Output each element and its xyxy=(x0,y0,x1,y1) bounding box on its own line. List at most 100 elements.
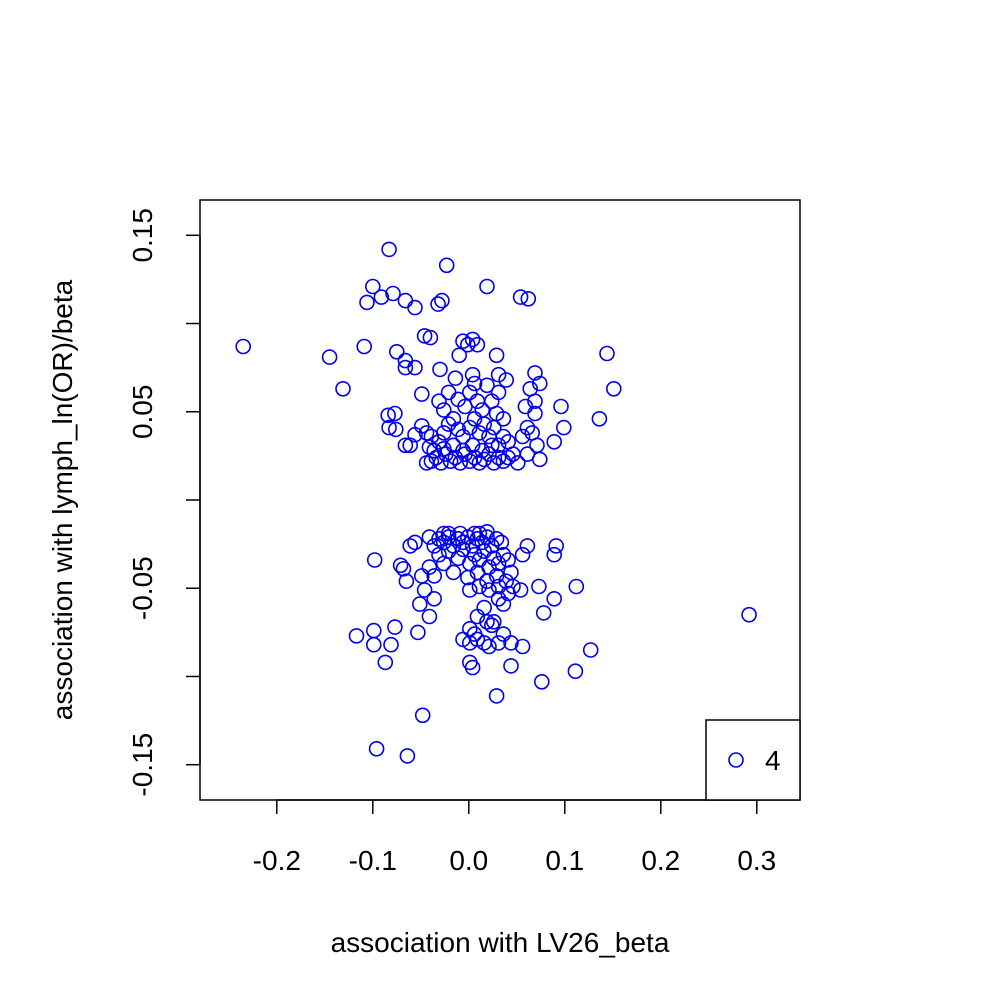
data-point xyxy=(416,582,433,598)
data-point xyxy=(490,384,507,401)
data-point xyxy=(461,582,478,598)
data-point xyxy=(466,410,483,427)
data-point xyxy=(519,419,536,436)
data-point xyxy=(471,425,488,441)
data-point xyxy=(435,440,452,457)
data-point xyxy=(469,336,486,353)
data-point xyxy=(413,386,430,402)
data-point xyxy=(464,437,481,454)
data-point xyxy=(479,377,495,394)
data-point xyxy=(445,437,462,454)
data-point xyxy=(527,393,543,410)
data-point xyxy=(741,606,757,623)
x-tick-label: 0.3 xyxy=(737,845,776,876)
data-point xyxy=(479,613,495,630)
data-point xyxy=(481,638,497,655)
data-point xyxy=(605,380,622,397)
data-point xyxy=(402,437,419,454)
data-point xyxy=(567,663,584,680)
data-point xyxy=(359,294,375,311)
data-point xyxy=(455,442,471,459)
data-point xyxy=(500,449,517,466)
data-point xyxy=(471,578,488,595)
data-point xyxy=(495,626,512,642)
data-point xyxy=(321,349,338,365)
data-point xyxy=(407,359,423,376)
data-point xyxy=(395,560,412,577)
data-point xyxy=(531,578,547,595)
data-point xyxy=(488,688,505,704)
data-point xyxy=(519,538,536,554)
data-point xyxy=(381,419,397,436)
legend: 4 xyxy=(705,719,801,801)
data-point xyxy=(426,590,443,607)
y-tick-label: 0.15 xyxy=(127,208,158,262)
data-point xyxy=(503,658,519,674)
data-point xyxy=(368,740,385,757)
data-point xyxy=(407,534,423,551)
data-point xyxy=(488,568,505,584)
data-point xyxy=(498,372,515,388)
data-point xyxy=(387,405,403,422)
x-tick-label: 0.0 xyxy=(449,845,488,876)
data-point xyxy=(553,398,569,415)
data-point xyxy=(517,398,534,415)
data-point xyxy=(500,552,517,568)
data-point xyxy=(440,525,457,542)
data-point xyxy=(387,421,404,438)
data-point xyxy=(434,292,450,309)
data-point xyxy=(447,370,464,387)
data-point xyxy=(432,361,448,378)
data-point xyxy=(416,328,433,344)
data-point xyxy=(422,329,439,346)
data-point xyxy=(399,748,416,764)
data-point xyxy=(469,608,486,625)
data-point xyxy=(483,437,500,454)
data-point xyxy=(385,285,401,302)
data-point xyxy=(531,375,548,392)
data-point xyxy=(455,333,471,350)
data-point xyxy=(356,338,373,355)
data-point xyxy=(455,534,471,551)
data-point xyxy=(466,375,483,392)
data-point xyxy=(445,410,462,427)
data-point xyxy=(483,617,500,634)
data-point xyxy=(485,419,502,436)
data-point xyxy=(495,428,512,445)
data-point xyxy=(461,419,478,436)
data-point xyxy=(479,278,495,295)
data-point xyxy=(397,437,414,454)
data-point xyxy=(431,530,447,547)
data-point xyxy=(490,590,507,607)
y-tick-label: -0.05 xyxy=(127,556,158,620)
data-point xyxy=(535,605,552,621)
data-point xyxy=(520,290,537,307)
data-point xyxy=(474,442,491,459)
data-point xyxy=(452,455,469,471)
data-point xyxy=(410,624,426,641)
data-point xyxy=(428,449,445,466)
data-point xyxy=(555,419,572,436)
data-point xyxy=(364,278,381,295)
data-point xyxy=(402,538,419,554)
data-point xyxy=(493,534,510,551)
data-point xyxy=(365,622,382,639)
data-point xyxy=(461,384,478,401)
data-point xyxy=(546,590,563,607)
data-point xyxy=(533,673,550,690)
data-point xyxy=(388,343,405,360)
data-point xyxy=(568,578,585,595)
data-point xyxy=(459,336,476,353)
data-point xyxy=(414,707,431,724)
x-tick-label: -0.1 xyxy=(349,845,397,876)
data-point xyxy=(495,596,512,612)
data-point xyxy=(438,257,455,274)
data-point xyxy=(495,546,512,563)
data-points xyxy=(235,241,757,764)
data-point xyxy=(599,345,615,362)
data-point xyxy=(591,410,608,427)
data-point xyxy=(445,564,462,581)
data-point xyxy=(398,573,415,590)
